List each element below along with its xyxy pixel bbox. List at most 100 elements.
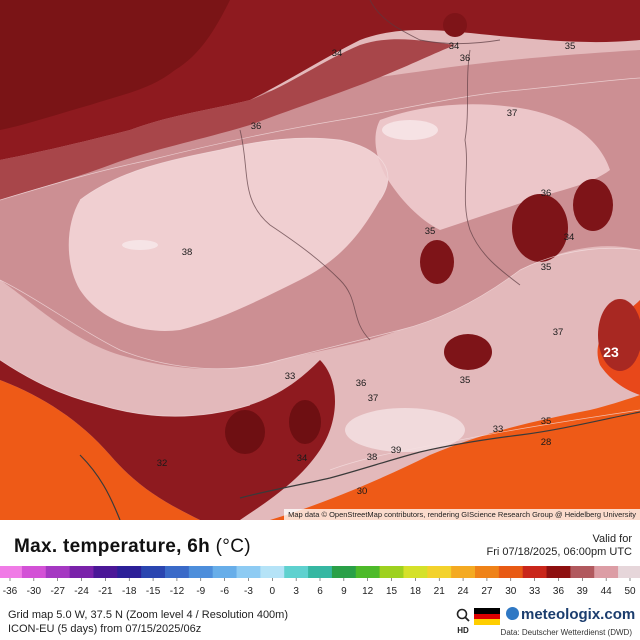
temp-label: 36 [541, 188, 552, 199]
temp-label: 28 [541, 437, 552, 448]
scale-tick-label: -24 [74, 586, 89, 597]
scale-tick-label: 21 [434, 586, 446, 597]
data-credit: Data: Deutscher Wetterdienst (DWD) [500, 628, 632, 637]
valid-time: Fri 07/18/2025, 06:00pm UTC [486, 546, 632, 558]
hotspot-sw2 [289, 400, 321, 444]
temp-label: 38 [182, 247, 193, 258]
temp-label: 37 [368, 393, 379, 404]
scale-swatch [355, 566, 381, 578]
scale-tick-label: 36 [553, 586, 565, 597]
temp-label: 35 [541, 416, 552, 427]
scale-swatch [546, 566, 571, 578]
temp-label: 34 [449, 41, 460, 52]
valid-label: Valid for [592, 533, 632, 545]
sea-southeast [270, 395, 640, 520]
scale-swatch [188, 566, 214, 578]
temp-label: 35 [541, 262, 552, 273]
temp-label: 36 [251, 121, 262, 132]
sea-south [0, 380, 200, 520]
temp-label: 23 [603, 344, 619, 360]
scale-swatch [117, 566, 142, 578]
temp-zone-38-peak [122, 240, 158, 250]
contour-lines [0, 77, 640, 471]
scale-tick-label: 6 [317, 586, 323, 597]
hotspot-south [444, 334, 492, 370]
scale-swatch [69, 566, 94, 578]
temp-label: 37 [553, 327, 564, 338]
scale-tick-label: -15 [146, 586, 161, 597]
temp-label: 38 [367, 452, 378, 463]
scale-swatch [236, 566, 261, 578]
temp-zone-33-south [0, 360, 335, 520]
scale-swatch [212, 566, 238, 578]
temp-zone-37-east [375, 104, 610, 230]
scale-swatch [308, 566, 333, 578]
temp-label: 36 [356, 378, 367, 389]
temp-label: 37 [507, 108, 518, 119]
scale-swatch [45, 566, 71, 578]
scale-swatch [570, 566, 595, 578]
svg-text:HD: HD [457, 626, 469, 635]
model-info: ICON-EU (5 days) from 07/15/2025/06z [8, 623, 202, 635]
scale-swatch [618, 566, 640, 578]
scale-tick-label: 18 [410, 586, 422, 597]
scale-swatches [0, 566, 640, 578]
scale-tick-label: 50 [624, 586, 636, 597]
scale-tick-label: 24 [458, 586, 470, 597]
scale-swatch [331, 566, 357, 578]
scale-swatch [260, 566, 285, 578]
scale-swatch [522, 566, 548, 578]
scale-tick-label: -9 [196, 586, 205, 597]
temp-label: 34 [564, 232, 575, 243]
temperature-map[interactable]: 34 34 35 36 37 36 38 36 35 34 35 37 23 3… [0, 0, 640, 520]
scale-swatch [93, 566, 118, 578]
hotspot-sw [225, 410, 265, 454]
temp-zone-39 [345, 408, 465, 452]
hotspot-ne2 [573, 179, 613, 231]
germany-flag-icon[interactable] [474, 608, 500, 625]
scale-tick-label: 15 [386, 586, 398, 597]
scale-tick-label: 44 [601, 586, 613, 597]
scale-tick-label: -12 [170, 586, 185, 597]
scale-swatch [0, 566, 23, 578]
scale-swatch [284, 566, 309, 578]
scale-swatch [427, 566, 452, 578]
temp-zone-34-north [0, 39, 455, 200]
scale-swatch [451, 566, 476, 578]
scale-tick-label: -27 [50, 586, 65, 597]
temp-label: 35 [565, 41, 576, 52]
scale-swatch [165, 566, 190, 578]
color-scale[interactable]: -36 -30 -27 -24 -21 -18 -15 -12 -9 -6 -3 0 3 6 9 12 15 18… [0, 562, 640, 602]
title-unit: (°C) [215, 536, 251, 557]
map-attribution: Map data © OpenStreetMap contributors, r… [284, 509, 640, 520]
temp-label: 35 [425, 226, 436, 237]
scale-tick-label: -21 [98, 586, 113, 597]
scale-tick-label: 39 [577, 586, 589, 597]
hd-icon[interactable]: HD [455, 607, 471, 637]
scale-tick-label: -36 [3, 586, 18, 597]
temp-label: 34 [297, 453, 308, 464]
temp-label: 35 [460, 375, 471, 386]
temp-zone-38 [68, 138, 388, 331]
grid-info: Grid map 5.0 W, 37.5 N (Zoom level 4 / R… [8, 609, 289, 621]
hotspot-east [598, 299, 640, 371]
scale-tick-label: 0 [270, 586, 276, 597]
scale-swatch [594, 566, 619, 578]
globe-icon [506, 607, 519, 620]
scale-ticks: -36 -30 -27 -24 -21 -18 -15 -12 -9 -6 -3 0 3 6 9 12 15 18… [3, 578, 636, 597]
chart-title: Max. temperature, 6h (°C) [14, 536, 251, 558]
meteologix-logo[interactable]: meteologix.com [506, 606, 635, 623]
temp-label: 39 [391, 445, 402, 456]
scale-tick-label: -3 [244, 586, 253, 597]
temp-label: 30 [357, 486, 368, 497]
hotspot-ne [512, 194, 568, 262]
temp-label: 32 [157, 458, 168, 469]
hotspot-center [420, 240, 454, 284]
scale-swatch [475, 566, 500, 578]
title-main: Max. temperature, 6h [14, 536, 211, 557]
scale-tick-label: 30 [505, 586, 517, 597]
scale-tick-label: 3 [293, 586, 299, 597]
scale-tick-label: 27 [481, 586, 493, 597]
scale-tick-label: -18 [122, 586, 137, 597]
temperature-labels: 34 34 35 36 37 36 38 36 35 34 35 37 23 3… [157, 41, 619, 497]
